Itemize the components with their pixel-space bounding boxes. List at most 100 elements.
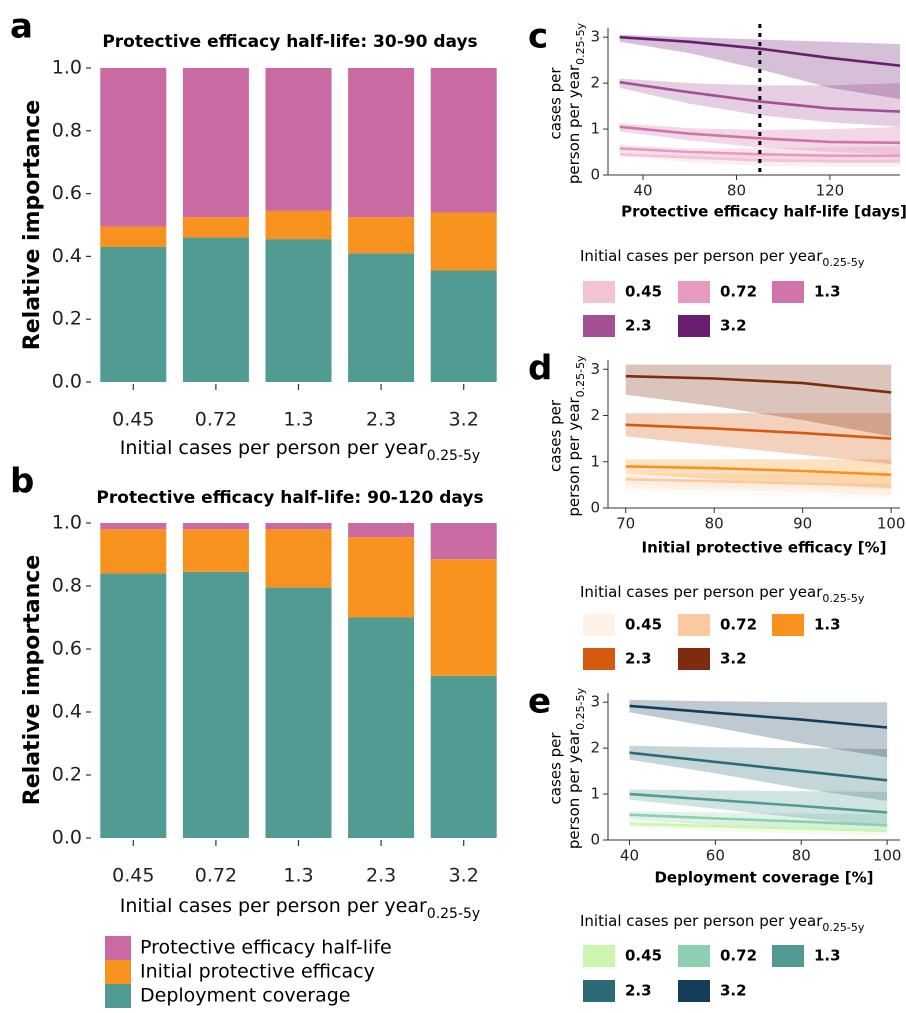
y-tick-label: 3: [590, 360, 600, 378]
y-tick-label: 1.0: [52, 57, 82, 79]
ribbon-3.2: [625, 364, 892, 437]
y-axis-title-line1: cases per: [547, 399, 565, 472]
legend-label: 3.2: [720, 650, 747, 668]
legend-swatch: [105, 960, 131, 984]
series-line-1.3: [619, 125, 901, 145]
legend-swatch-0.72: [678, 281, 710, 303]
x-tick-label: 2.3: [366, 865, 396, 887]
legend-title: Initial cases per person per year0.25-5y: [580, 912, 865, 934]
legend-label: 0.72: [720, 283, 757, 301]
bar-segment-protective-efficacy-half-life: [265, 68, 332, 211]
x-tick-label: 40: [633, 182, 652, 200]
bar-panel-a: a Protective efficacy half-life: 30-90 da…: [10, 7, 497, 464]
x-tick-label: 70: [616, 515, 635, 533]
legend-title: Initial cases per person per year0.25-5y: [580, 583, 865, 605]
bar-segment-deployment-coverage: [265, 587, 332, 838]
bar-segment-protective-efficacy-half-life: [430, 523, 497, 560]
y-axis-title-line2-main: person per year: [565, 64, 583, 184]
series-line-3.2: [629, 704, 888, 729]
bar-segment-initial-protective-efficacy: [265, 210, 332, 240]
y-axis-title-line2-main: person per year: [565, 396, 583, 516]
legend-label: 1.3: [814, 947, 841, 965]
bar-segment-deployment-coverage: [100, 573, 167, 838]
ribbon-2.3: [625, 413, 892, 465]
y-axis-title-line1: cases per: [547, 67, 565, 140]
y-tick-label: 0.6: [52, 638, 82, 660]
y-tick-label: 0: [590, 831, 600, 849]
bar-segment-deployment-coverage: [430, 270, 497, 382]
legend-swatch-1.3: [772, 945, 804, 967]
bar-segment-initial-protective-efficacy: [265, 529, 332, 588]
legend-swatch-3.2: [678, 315, 710, 337]
legend-label: 2.3: [625, 650, 652, 668]
bar-segment-protective-efficacy-half-life: [265, 523, 332, 530]
x-tick-label: 1.3: [283, 409, 313, 431]
legend-swatch-2.3: [583, 315, 615, 337]
y-axis-title-line2: person per year0.25-5y: [565, 355, 587, 517]
x-tick-label: 80: [727, 182, 746, 200]
series-line-0.72: [629, 813, 888, 827]
bar-segment-deployment-coverage: [348, 253, 415, 382]
x-axis-title-b-subscript: 0.25-5y: [427, 906, 480, 922]
x-axis-title-a-subscript: 0.25-5y: [427, 448, 480, 464]
bar-segment-initial-protective-efficacy: [348, 217, 415, 254]
legend-swatch: [105, 936, 131, 960]
bar-segment-deployment-coverage: [430, 675, 497, 838]
y-tick-label: 0.6: [52, 182, 82, 204]
series-line-2.3: [625, 423, 892, 440]
legend-e: Initial cases per person per year0.25-5y…: [580, 912, 865, 1002]
legend-swatch-2.3: [583, 980, 615, 1002]
bar-segment-initial-protective-efficacy: [348, 537, 415, 618]
bar-segment-initial-protective-efficacy: [430, 559, 497, 676]
panel-letter-d: d: [528, 349, 552, 389]
legend-label: Deployment coverage: [140, 985, 350, 1007]
x-tick-label: 120: [816, 182, 845, 200]
legend-swatch-0.45: [583, 945, 615, 967]
legend-swatch-1.3: [772, 281, 804, 303]
legend-label: 2.3: [625, 317, 652, 335]
legend-swatch-2.3: [583, 648, 615, 670]
y-tick-label: 1: [590, 120, 600, 138]
x-tick-label: 60: [706, 847, 725, 865]
x-axis-title-b: Initial cases per person per year0.25-5y: [120, 895, 480, 923]
bar-segment-protective-efficacy-half-life: [100, 68, 167, 227]
y-axis-title-a: Relative importance: [20, 100, 45, 350]
y-axis-title-c: cases per person per year0.25-5y: [547, 22, 587, 184]
y-tick-label: 0.2: [52, 308, 82, 330]
legend-title-main: Initial cases per person per year: [580, 247, 823, 265]
x-tick-label: 80: [705, 515, 724, 533]
y-tick-label: 2: [590, 739, 600, 757]
legend-swatch-1.3: [772, 614, 804, 636]
y-axis-title-line2: person per year0.25-5y: [565, 687, 587, 849]
x-tick-label: 100: [873, 847, 902, 865]
legend-label: 1.3: [814, 616, 841, 634]
x-tick-label: 0.45: [112, 409, 154, 431]
x-axis-title-a-main: Initial cases per person per year: [120, 437, 427, 459]
y-axis-title-line2-subscript: 0.25-5y: [574, 22, 587, 64]
legend-label: 3.2: [720, 982, 747, 1000]
x-tick-label: 100: [877, 515, 906, 533]
y-axis-title-line2-subscript: 0.25-5y: [574, 355, 587, 397]
x-tick-label: 40: [620, 847, 639, 865]
x-tick-label: 3.2: [449, 409, 479, 431]
x-axis-title-e: Deployment coverage [%]: [654, 869, 873, 887]
y-axis-title-line2: person per year0.25-5y: [565, 22, 587, 184]
legend-label: 0.72: [720, 947, 757, 965]
bar-segment-deployment-coverage: [182, 237, 249, 382]
bar-segment-protective-efficacy-half-life: [182, 523, 249, 530]
bar-segment-deployment-coverage: [265, 239, 332, 382]
y-tick-label: 2: [590, 74, 600, 92]
series-line-0.45: [629, 822, 888, 833]
legend-d: Initial cases per person per year0.25-5y…: [580, 583, 865, 670]
legend-swatch: [105, 984, 131, 1008]
bar-segment-initial-protective-efficacy: [182, 529, 249, 572]
y-tick-label: 1: [590, 452, 600, 470]
y-axis-title-line2-subscript: 0.25-5y: [574, 687, 587, 729]
bar-segment-protective-efficacy-half-life: [348, 523, 415, 538]
bar-segment-protective-efficacy-half-life: [430, 68, 497, 213]
y-tick-label: 0.8: [52, 119, 82, 141]
legend-swatch-3.2: [678, 648, 710, 670]
x-axis-title-b-main: Initial cases per person per year: [120, 895, 427, 917]
line-panel-d: d 0 1 2 3 70 80 90 100 Initial protective efficac…: [528, 349, 906, 670]
